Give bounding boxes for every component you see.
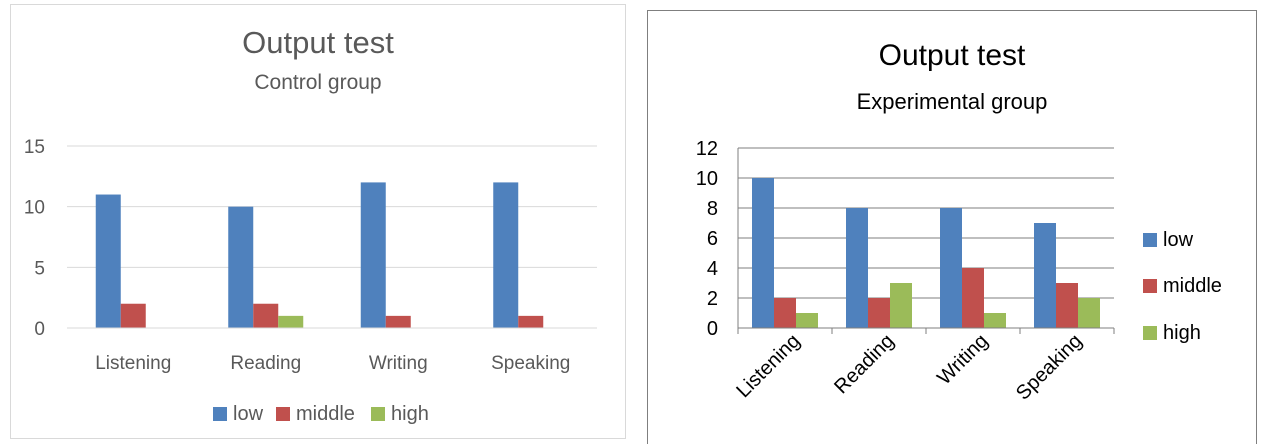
x-tick-label: Listening [95,353,171,374]
legend-swatch [1143,279,1157,293]
legend-swatch [213,407,227,421]
legend-swatch [276,407,290,421]
y-tick-label: 12 [696,138,718,160]
x-tick-label: Listening [732,330,804,402]
y-tick-label: 15 [24,137,45,158]
legend-label: low [1163,229,1194,251]
y-tick-label: 10 [696,168,718,190]
bar-chart-plot: 0 2 4 6 8 10 12 Listening Reading Writing Speaking [696,138,1115,405]
chart-title: Output test [242,25,394,60]
legend-label: high [1163,322,1201,344]
chart-panel-experimental: Output test Experimental group 0 2 4 6 8 10 12… [647,10,1257,444]
chart-subtitle: Experimental group [856,89,1048,114]
bar-high [1078,298,1100,328]
y-tick-label: 0 [34,319,45,340]
y-tick-label: 10 [24,198,45,219]
bar-middle [385,315,411,328]
legend-label: low [233,403,264,425]
chart-subtitle: Control group [254,71,382,94]
x-tick-label: Speaking [1012,330,1087,405]
x-tick-label: Writing [933,330,992,389]
legend-swatch [1143,326,1157,340]
y-tick-label: 2 [707,288,718,310]
bar-high [796,313,818,328]
chart-title: Output test [878,39,1026,72]
bar-middle [1056,283,1078,328]
legend-swatch [1143,233,1157,247]
bar-low [1034,223,1056,328]
legend-item-high: high [371,403,429,426]
bar-low [846,208,868,328]
bar-high [890,283,912,328]
x-tick-label: Reading [830,330,898,398]
bar-middle [518,315,544,328]
legend-item-low: low [1143,229,1193,252]
x-tick-label: Speaking [491,353,570,374]
bar-middle [253,303,279,328]
legend-label: high [391,403,429,425]
y-tick-label: 5 [34,258,45,279]
bar-middle [774,298,796,328]
legend-label: middle [1163,275,1222,297]
bar-chart-plot: 0 5 10 15 Listening Reading Writing Speaking [24,137,597,374]
x-tick-label: Reading [230,353,301,374]
bar-middle [868,298,890,328]
y-tick-label: 8 [707,198,718,220]
bar-low [95,194,121,328]
x-tick-label: Writing [369,353,428,374]
bar-low [360,182,386,328]
y-tick-label: 6 [707,228,718,250]
legend-swatch [371,407,385,421]
legend-item-low: low [213,403,263,426]
bar-low [493,182,519,328]
legend-item-high: high [1143,322,1201,345]
chart-panel-control: Output test Control group 0 5 10 15 Listenin… [10,4,626,439]
y-tick-label: 0 [707,318,718,340]
legend-item-middle: middle [276,403,355,426]
legend-label: middle [296,403,355,425]
bar-middle [120,303,146,328]
y-tick-label: 4 [707,258,718,280]
bar-low [940,208,962,328]
bar-high [278,315,304,328]
bar-middle [962,268,984,328]
bar-low [752,178,774,328]
bar-high [984,313,1006,328]
legend-item-middle: middle [1143,275,1222,298]
bar-low [228,206,254,328]
